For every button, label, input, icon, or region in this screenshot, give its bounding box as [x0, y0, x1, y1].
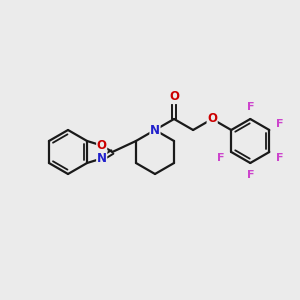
- Text: F: F: [247, 170, 254, 180]
- Text: O: O: [97, 139, 107, 152]
- Text: O: O: [169, 91, 179, 103]
- Text: O: O: [207, 112, 217, 125]
- Text: N: N: [150, 124, 160, 136]
- Text: F: F: [217, 153, 225, 163]
- Text: F: F: [247, 102, 254, 112]
- Text: F: F: [276, 153, 284, 163]
- Text: N: N: [97, 152, 107, 165]
- Text: F: F: [276, 119, 284, 129]
